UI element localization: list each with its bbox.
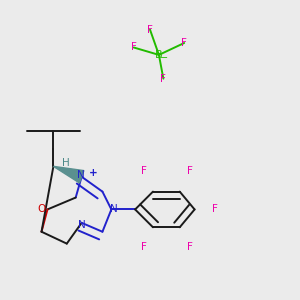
Text: F: F [141,242,147,253]
Text: O: O [38,204,46,214]
Text: F: F [181,38,187,48]
Text: N: N [110,204,118,214]
Text: F: F [212,204,218,214]
Text: +: + [89,168,98,178]
Text: B: B [155,50,163,60]
Polygon shape [53,166,84,183]
Text: N: N [78,220,86,230]
Text: F: F [187,167,193,176]
Text: F: F [187,242,193,253]
Text: N: N [76,170,84,180]
Text: F: F [131,43,137,52]
Text: F: F [160,74,166,84]
Text: F: F [147,25,153,34]
Text: F: F [141,167,147,176]
Text: H: H [62,158,70,168]
Text: −: − [160,53,168,64]
